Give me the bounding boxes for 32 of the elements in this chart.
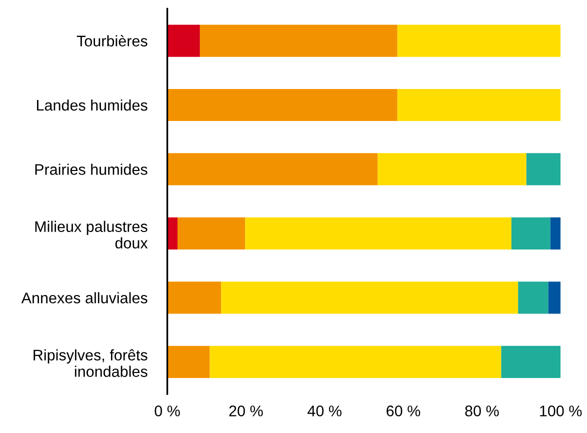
y-tick-label: Prairies humides — [35, 164, 148, 175]
bar — [167, 282, 222, 314]
x-tick-label: 80 % — [465, 406, 499, 416]
bar — [167, 153, 378, 186]
bar — [167, 217, 178, 250]
x-tick-label: 20 % — [229, 406, 263, 416]
bar — [550, 217, 561, 250]
bar — [167, 346, 210, 378]
y-tick-label: Landes humides — [37, 99, 148, 111]
bar — [210, 346, 502, 378]
x-tick-label: 0 % — [154, 406, 180, 416]
bar — [511, 217, 550, 250]
x-tick-label: 100 % — [540, 406, 582, 416]
bar — [548, 282, 561, 314]
bar — [397, 24, 561, 57]
x-tick-label: 60 % — [386, 406, 420, 416]
bar — [526, 153, 561, 186]
x-tick-label: 40 % — [308, 406, 342, 416]
bar — [221, 282, 518, 314]
y-tick-label: Annexes alluviales — [21, 292, 148, 304]
bar — [245, 217, 512, 250]
bar — [200, 24, 398, 57]
bar — [501, 346, 561, 378]
y-tick-label: Tourbières — [76, 35, 148, 46]
bar — [518, 282, 548, 314]
bar — [167, 88, 398, 122]
bar — [167, 24, 200, 57]
bar — [397, 88, 561, 122]
y-tick-label: Ripisylves, forêts inondables — [34, 349, 148, 377]
bar — [378, 153, 526, 186]
y-tick-label: Milieux palustres doux — [35, 220, 148, 248]
bar — [178, 217, 246, 250]
